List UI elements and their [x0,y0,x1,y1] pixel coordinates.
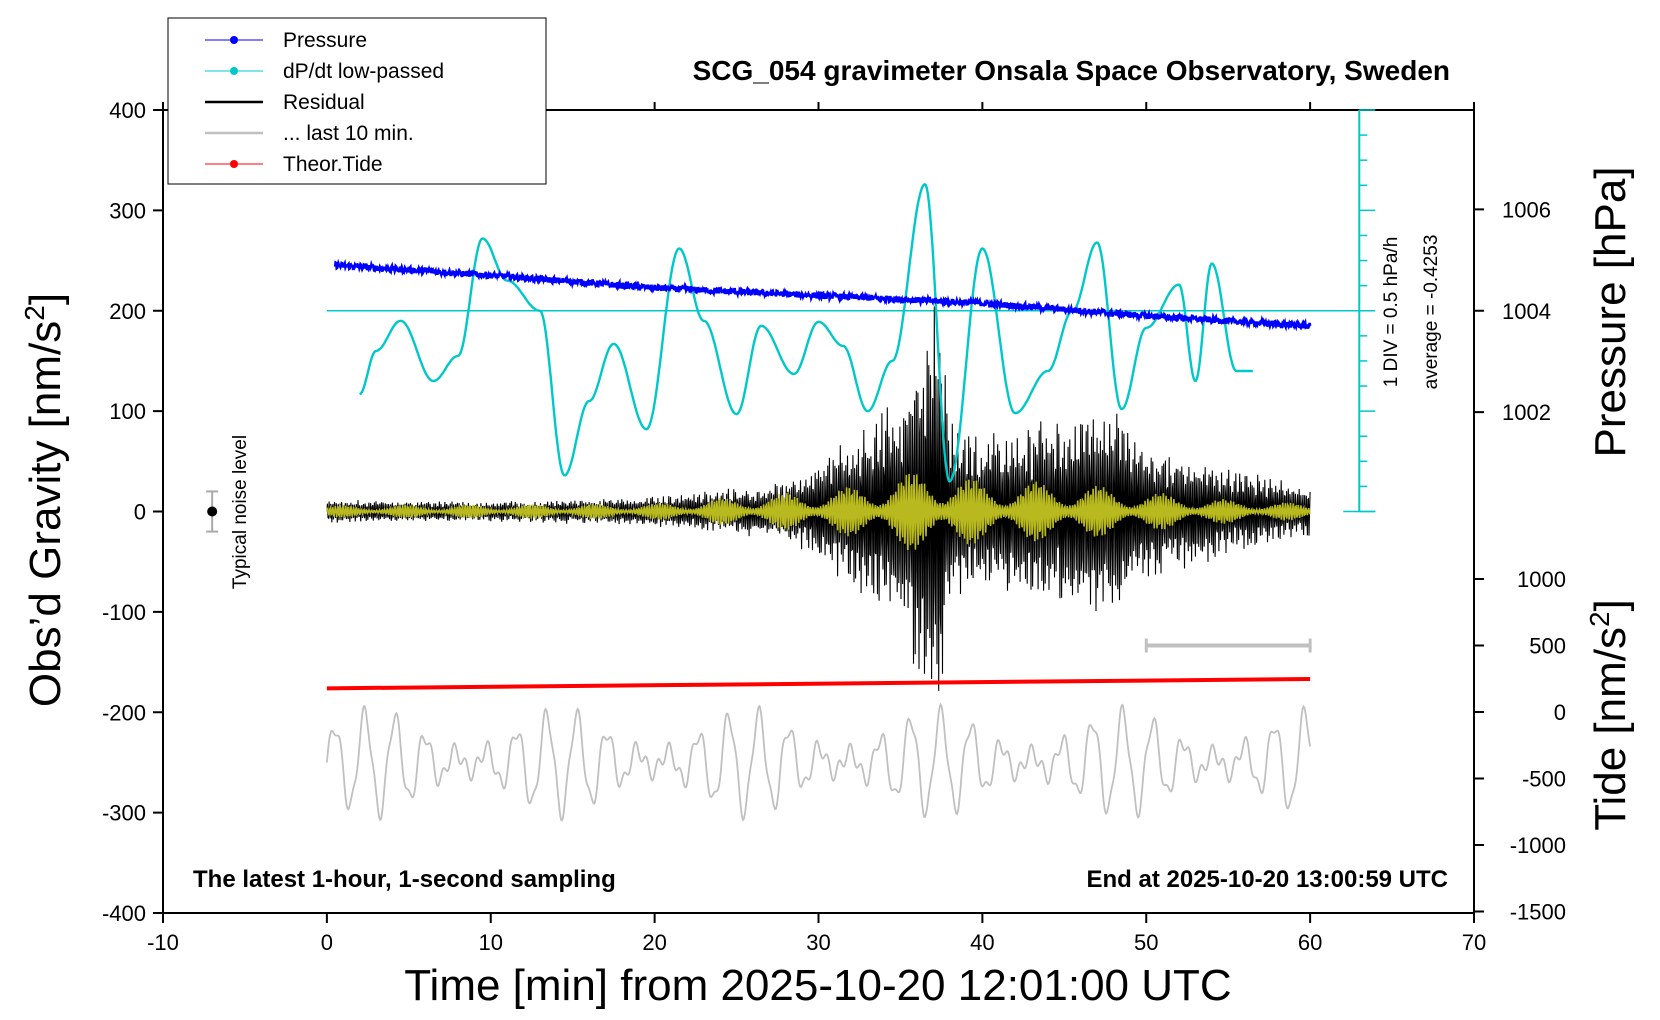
legend-swatch-dot [230,67,238,75]
x-tick-label: -10 [147,930,179,955]
y-tick-label: 0 [134,500,146,525]
y-tick-label: -200 [102,700,146,725]
legend-label: Theor.Tide [283,153,383,176]
tide-tick-label: -1000 [1510,833,1566,858]
y-tick-label: -400 [102,901,146,926]
noise-errorbar-point [207,506,218,517]
legend: Pressure dP/dt low-passed Residual ... last… [167,17,547,185]
pressure-tick-label: 1002 [1502,400,1551,425]
legend-label: Pressure [283,29,367,52]
y-tick-label: 300 [109,198,146,223]
x-tick-label: 70 [1462,930,1486,955]
ticks-layer: -10 0 10 20 30 40 50 60 70-400-300-200-100010020… [102,98,1566,955]
legend-label: ... last 10 min. [283,122,414,145]
y-axis-pressure-title: Pressure [hPa] [1586,166,1635,457]
legend-swatch-dot [230,36,238,44]
y-tick-label: -100 [102,600,146,625]
y-axis-left-title: Obs’d Gravity [nm/s2] [19,293,70,707]
y-tick-label: 200 [109,299,146,324]
x-axis-title: Time [min] from 2025-10-20 12:01:00 UTC [404,961,1231,1010]
legend-label: Residual [283,91,365,114]
pressure-tick-label: 1004 [1502,299,1551,324]
tide-tick-label: 500 [1529,634,1566,659]
series-layer [206,109,1376,822]
tide-tick-label: -500 [1522,767,1566,792]
dpdt-average-label: average = -0.4253 [1421,235,1442,390]
residual-lowpass-line [326,473,1311,551]
tide-tick-label: 1000 [1517,567,1566,592]
chart-title: SCG_054 gravimeter Onsala Space Observat… [693,55,1450,86]
dpdt-scale-label: 1 DIV = 0.5 hPa/h [1381,237,1402,388]
footer-right-label: End at 2025-10-20 13:00:59 UTC [1087,866,1449,893]
tide-tick-label: 0 [1554,700,1566,725]
footer-left-label: The latest 1-hour, 1-second sampling [193,866,616,893]
theoretical-tide-line [326,677,1311,691]
x-tick-label: 50 [1134,930,1158,955]
y-tick-label: 400 [109,98,146,123]
tide-tick-label: -1500 [1510,900,1566,925]
x-tick-label: 30 [806,930,830,955]
pressure-tick-label: 1006 [1502,197,1551,222]
last-10-min-line [326,702,1311,822]
y-tick-label: -300 [102,801,146,826]
residual-line [326,306,1311,691]
x-tick-label: 40 [970,930,994,955]
pressure-line [333,258,1312,332]
noise-level-label: Typical noise level [230,435,251,589]
y-tick-label: 100 [109,399,146,424]
x-tick-label: 20 [642,930,666,955]
legend-swatch-dot [230,160,238,168]
x-tick-label: 10 [479,930,503,955]
x-tick-label: 60 [1298,930,1322,955]
dpdt-line [359,183,1253,483]
legend-label: dP/dt low-passed [283,60,444,83]
x-tick-label: 0 [321,930,333,955]
y-axis-tide-title: Tide [nm/s2] [1584,599,1635,831]
